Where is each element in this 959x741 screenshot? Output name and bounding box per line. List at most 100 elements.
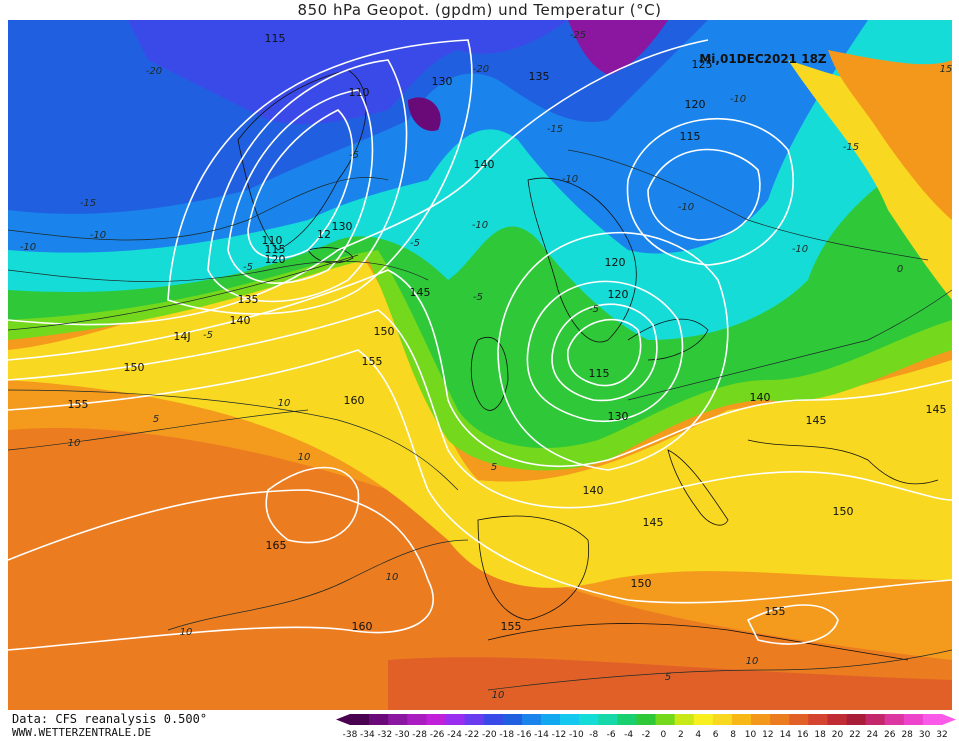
isotherm-label: -5 <box>410 238 420 249</box>
data-source-label: Data: CFS reanalysis 0.500° <box>12 712 208 726</box>
isotherm-mid-east <box>627 289 952 401</box>
isohypse-labels: 115 130 135 110 125 120 115 140 110 115 … <box>68 32 947 633</box>
legend-swatch <box>407 714 427 725</box>
isohypse-label: 14J <box>173 330 190 343</box>
legend-swatch <box>350 714 370 725</box>
isohypse-150 <box>8 309 952 509</box>
isohypse-label: 130 <box>332 220 353 233</box>
isohypse-label: 120 <box>265 253 286 266</box>
isotherm-label: 10 <box>68 438 81 449</box>
legend-swatch <box>445 714 466 725</box>
isohypse-label: 130 <box>432 75 453 88</box>
italy-coast <box>667 449 729 526</box>
isotherm-cold-east <box>567 149 929 261</box>
isohypse-label: 12 <box>317 228 331 241</box>
isotherm-10-east <box>487 649 952 691</box>
isohypse-label: 110 <box>262 234 283 247</box>
legend-swatch <box>388 714 408 725</box>
legend-swatch <box>560 714 580 725</box>
isotherm-label: 10 <box>746 656 759 667</box>
isotherm-label: -15 <box>547 124 563 135</box>
legend-swatch <box>922 714 943 725</box>
isotherm-label: -5 <box>473 292 483 303</box>
legend-label: -6 <box>607 730 616 740</box>
legend-label: -12 <box>552 730 567 740</box>
legend-swatch <box>521 714 542 725</box>
isohypse-cyclone-140 <box>497 231 729 471</box>
isotherm-minus-5 <box>8 260 429 282</box>
isohypse-label: 140 <box>474 158 495 171</box>
legend-label: -30 <box>395 730 410 740</box>
isohypse-north-120 <box>647 148 761 241</box>
temp-field-hot-south <box>388 657 952 710</box>
legend-swatch <box>483 714 504 725</box>
isohypse-cyclone-130 <box>526 280 684 423</box>
isohypse-155-south <box>746 604 839 645</box>
isotherm-label: 10 <box>298 452 311 463</box>
temp-field-yellow <box>8 250 952 588</box>
north-africa-coast <box>487 623 909 661</box>
isotherm-label: -15 <box>80 198 96 209</box>
legend-label: -34 <box>360 730 375 740</box>
legend-label: 4 <box>695 730 701 740</box>
legend-labels: -38 -34 -32 -30 -28 -26 -24 -22 -20 -18 -16 -14 -12-… <box>343 730 948 740</box>
legend-label: -20 <box>482 730 497 740</box>
legend-label: -32 <box>377 730 392 740</box>
isohypse-label: 150 <box>124 361 145 374</box>
legend-swatch <box>674 714 695 725</box>
legend-arrow-right <box>942 714 956 725</box>
isotherm-0 <box>8 254 359 331</box>
isotherm-label: -10 <box>20 242 36 253</box>
isotherm-label: -10 <box>562 174 578 185</box>
isotherm-label: -10 <box>678 202 694 213</box>
isohypse-label: 145 <box>926 403 947 416</box>
isohypse-160 <box>8 489 434 651</box>
isotherm-label: -5 <box>589 304 599 315</box>
temp-field-orange-east <box>828 50 952 220</box>
legend-label: 24 <box>867 730 879 740</box>
legend-label: -28 <box>412 730 427 740</box>
isohypse-label: 120 <box>685 98 706 111</box>
isotherm-5 <box>8 389 459 491</box>
legend-label: -22 <box>465 730 480 740</box>
isohypse-label: 130 <box>608 410 629 423</box>
isohypse-label: 140 <box>750 391 771 404</box>
isotherm-label: 5 <box>665 672 671 683</box>
legend-swatch <box>903 714 924 725</box>
isohypse-140 <box>8 39 709 326</box>
legend-swatch <box>636 714 657 725</box>
timestamp: Mi,01DEC2021 18Z <box>699 52 827 66</box>
legend-swatch <box>865 714 886 725</box>
isohypse-label: 140 <box>230 314 251 327</box>
temp-field-warm-core <box>248 494 416 642</box>
iceland-coast <box>307 247 354 264</box>
isohypse-135 <box>167 39 473 315</box>
legend-label: -2 <box>642 730 651 740</box>
isotherm-10 <box>8 409 309 451</box>
legend-label: 12 <box>762 730 773 740</box>
legend-label: -24 <box>447 730 462 740</box>
legend-swatch <box>369 714 389 725</box>
legend-label: 32 <box>936 730 947 740</box>
temp-field-purple-core <box>408 97 441 131</box>
legend-label: 28 <box>901 730 913 740</box>
isohypse-165 <box>265 466 360 544</box>
legend-label: 10 <box>745 730 757 740</box>
isotherm-label: -10 <box>472 220 488 231</box>
legend-swatches <box>336 714 956 725</box>
legend-swatch <box>884 714 905 725</box>
isohypse-label: 165 <box>266 539 287 552</box>
isohypse-label: 150 <box>374 325 395 338</box>
legend-label: -14 <box>534 730 549 740</box>
isohypse-label: 120 <box>608 288 629 301</box>
legend-swatch <box>617 714 637 725</box>
legend-swatch <box>846 714 867 725</box>
isohypse-label: 145 <box>643 516 664 529</box>
legend-label: 26 <box>884 730 896 740</box>
legend-swatch <box>808 714 828 725</box>
isohypse-label: 135 <box>238 293 259 306</box>
legend-label: 30 <box>919 730 931 740</box>
legend-swatch <box>731 714 752 725</box>
legend-swatch <box>751 714 771 725</box>
